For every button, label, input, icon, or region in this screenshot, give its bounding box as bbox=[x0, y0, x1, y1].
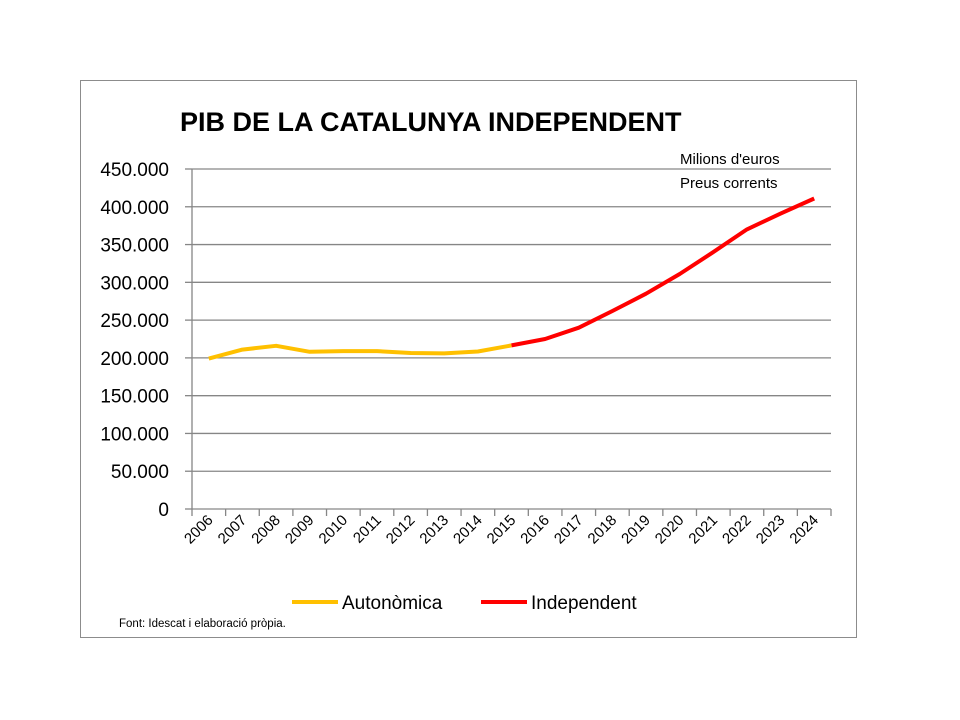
y-tick-label: 450.000 bbox=[100, 160, 169, 181]
x-tick-label: 2006 bbox=[181, 512, 217, 548]
y-tick-label: 150.000 bbox=[100, 387, 169, 408]
grid-lines bbox=[185, 168, 831, 510]
x-tick-label: 2023 bbox=[753, 512, 789, 548]
y-tick-label: 350.000 bbox=[100, 236, 169, 257]
x-tick-label: 2015 bbox=[484, 512, 520, 548]
y-tick-label: 400.000 bbox=[100, 198, 169, 219]
source-note: Font: Idescat i elaboració pròpia. bbox=[119, 618, 286, 630]
x-tick-label: 2016 bbox=[517, 512, 553, 548]
x-tick-label: 2012 bbox=[383, 512, 419, 548]
y-tick-label: 0 bbox=[158, 500, 169, 521]
series-lines bbox=[208, 196, 816, 361]
x-tick-label: 2014 bbox=[450, 512, 486, 548]
x-tick-label: 2010 bbox=[316, 512, 352, 548]
x-tick-label: 2024 bbox=[786, 512, 822, 548]
price-basis-annotation: Preus corrents bbox=[680, 175, 778, 192]
legend: Autonòmica Independent bbox=[292, 593, 637, 614]
x-tick-label: 2008 bbox=[248, 512, 284, 548]
x-tick-label: 2011 bbox=[350, 512, 385, 547]
x-tick-label: 2007 bbox=[215, 512, 251, 548]
legend-label: Independent bbox=[531, 593, 637, 614]
units-annotation: Milions d'euros bbox=[680, 151, 780, 168]
y-tick-label: 200.000 bbox=[100, 349, 169, 370]
series-line-autonòmica bbox=[208, 343, 512, 361]
y-tick-label: 250.000 bbox=[100, 311, 169, 332]
x-tick-label: 2019 bbox=[618, 512, 654, 548]
x-tick-label: 2022 bbox=[719, 512, 755, 548]
axes bbox=[191, 169, 832, 516]
series-line-independent bbox=[511, 196, 816, 348]
legend-label: Autonòmica bbox=[342, 593, 443, 614]
x-tick-label: 2013 bbox=[416, 512, 452, 548]
x-tick-label: 2018 bbox=[585, 512, 621, 548]
y-tick-label: 100.000 bbox=[100, 424, 169, 445]
x-tick-label: 2009 bbox=[282, 512, 318, 548]
y-tick-labels: 0 50.000 100.000 150.000 200.000 250.000 300.0… bbox=[100, 160, 169, 521]
x-tick-labels: 2006200720082009201020112012201320142015… bbox=[181, 512, 822, 548]
x-tick-label: 2020 bbox=[652, 512, 688, 548]
x-tick-label: 2021 bbox=[685, 512, 721, 548]
y-tick-label: 300.000 bbox=[100, 273, 169, 294]
y-tick-label: 50.000 bbox=[111, 462, 169, 483]
x-tick-label: 2017 bbox=[551, 512, 587, 548]
chart-title: PIB DE LA CATALUNYA INDEPENDENT bbox=[180, 107, 682, 137]
